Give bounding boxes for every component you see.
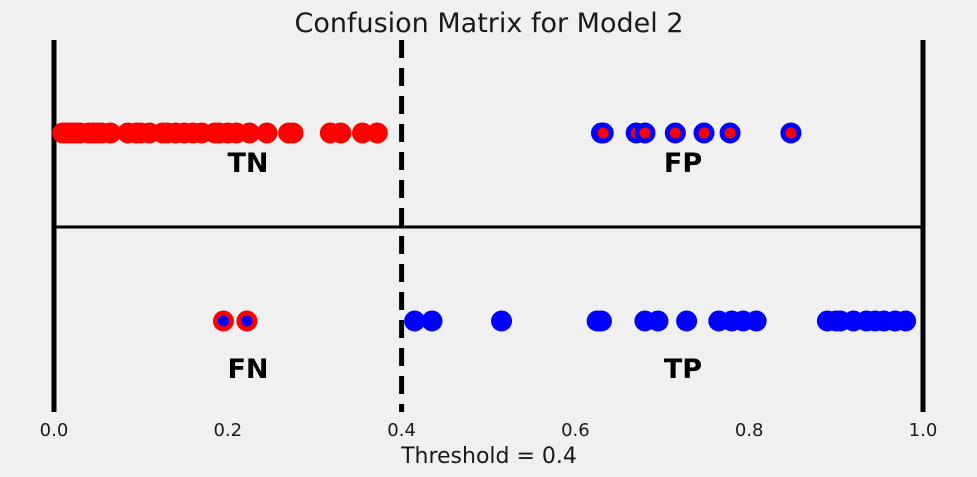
fp-label: FP: [664, 148, 702, 179]
fn-label: FN: [227, 354, 268, 385]
tn-label: TN: [227, 148, 268, 179]
actual-negative-point: [282, 122, 304, 144]
x-axis-ticks: 0.0 0.2 0.4 0.6 0.8 1.0: [40, 420, 938, 441]
false-positive-point: [664, 122, 686, 144]
tp-label: TP: [664, 354, 702, 385]
actual-negative-point: [239, 122, 261, 144]
true-positive-point: [745, 310, 767, 332]
x-tick-label: 0.0: [40, 420, 69, 441]
x-tick-label: 0.8: [735, 420, 764, 441]
true-positive-point: [404, 310, 426, 332]
actual-negative-point: [330, 122, 352, 144]
chart-title: Confusion Matrix for Model 2: [294, 8, 683, 39]
data-points: [52, 122, 917, 332]
x-tick-label: 0.2: [213, 420, 242, 441]
true-positive-point: [647, 310, 669, 332]
true-positive-point: [590, 310, 612, 332]
false-positive-point: [719, 122, 741, 144]
x-axis-label: Threshold = 0.4: [400, 444, 577, 469]
true-positive-point: [676, 310, 698, 332]
actual-negative-point: [99, 122, 121, 144]
x-tick-label: 1.0: [909, 420, 938, 441]
actual-negative-point: [366, 122, 388, 144]
actual-negative-point: [256, 122, 278, 144]
false-positive-point: [634, 122, 656, 144]
x-tick-label: 0.6: [561, 420, 590, 441]
false-positive-point: [780, 122, 802, 144]
false-negative-point: [236, 310, 258, 332]
false-negative-point: [212, 310, 234, 332]
true-positive-point: [895, 310, 917, 332]
true-positive-point: [491, 310, 513, 332]
true-positive-point: [421, 310, 443, 332]
false-positive-point: [693, 122, 715, 144]
false-positive-point: [592, 122, 614, 144]
x-tick-label: 0.4: [387, 420, 416, 441]
